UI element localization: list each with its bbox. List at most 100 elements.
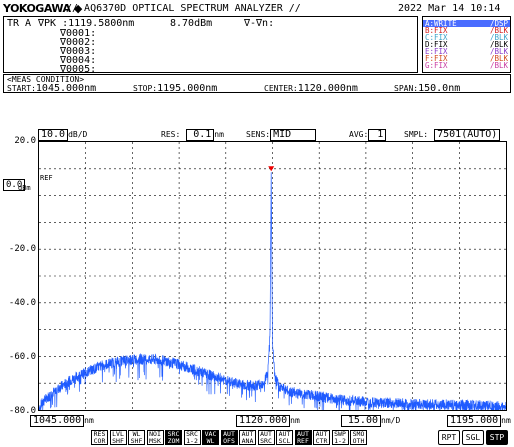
softkey-line1: WL (132, 430, 141, 438)
x-center-label[interactable]: 1120.000 nm (236, 415, 300, 427)
softkey-aut-ref[interactable]: AUT REF (294, 430, 312, 445)
softkey-line2: CTR (315, 437, 328, 445)
trace-status-row[interactable]: F:FIX/BLK (423, 54, 510, 63)
softkey-line2: REF (297, 437, 309, 445)
peak-level-readout: 8.70dBm (170, 18, 213, 29)
trace-status-row[interactable]: D:FIX/BLK (423, 40, 510, 49)
softkey-src-1-2[interactable]: SRC 1-2 (183, 430, 201, 445)
trace-name: A:WRITE (425, 19, 457, 28)
softkey-line1: SRC (186, 430, 198, 438)
softkey-src-zom[interactable]: SRC ZOM (165, 430, 182, 445)
ref-label: REF (40, 174, 53, 182)
softkey-line2: MSK (149, 437, 161, 445)
scale-setting[interactable]: 10.0 dB/D (38, 129, 87, 141)
trace-name: E:FIX (425, 47, 448, 56)
y-tick-label: -60.0 (8, 352, 36, 362)
trace-state: /BLK (489, 54, 508, 63)
trace-status-row[interactable]: A:WRITE/DSP (423, 20, 510, 27)
y-tick-label: -80.0 (8, 406, 36, 416)
softkey-aut-src[interactable]: AUT SRC (257, 430, 275, 445)
trace-state: /BLK (489, 61, 508, 70)
trace-name: C:FIX (425, 33, 448, 42)
softkey-line2: SHF (112, 437, 124, 445)
x-stop-label[interactable]: 1195.000 nm (447, 415, 511, 427)
softkey-smo-oth[interactable]: SMO OTH (350, 430, 367, 445)
softkey-line2: SCL (278, 437, 291, 445)
softkey-line2: SHF (130, 437, 143, 445)
average-setting[interactable]: AVG: 1 (349, 129, 387, 141)
softkey-line1: AUT (278, 430, 291, 438)
trace-status-row[interactable]: B:FIX/BLK (423, 26, 510, 35)
trace-name: G:FIX (425, 61, 448, 70)
stop-wavelength[interactable]: STOP:1195.000nm (133, 83, 218, 94)
trace-status-row[interactable]: E:FIX/BLK (423, 47, 510, 56)
softkey-line1: RES (93, 430, 106, 438)
softkey-res-cor[interactable]: RES COR (91, 430, 108, 445)
ref-level[interactable]: 0.0 (3, 172, 26, 191)
softkey-line2: SRC (260, 437, 272, 445)
softkey-line2: OTH (352, 437, 365, 445)
softkey-noi-msk[interactable]: NOI MSK (146, 430, 164, 445)
softkey-line2: OFS (223, 437, 235, 445)
trace-state: /BLK (489, 47, 508, 56)
x-span-per-div[interactable]: 15.00 nm/D (341, 415, 400, 427)
trace-status-row[interactable]: G:FIX/BLK (423, 61, 510, 70)
softkey-aut-ana[interactable]: AUT ANA (239, 430, 256, 445)
softkey-aut-ofs[interactable]: AUT OFS (220, 430, 238, 445)
delta-marker-label: ∇-∇n: (244, 18, 275, 29)
marker-row: ∇0004: (60, 55, 97, 66)
softkey-line1: SMO (352, 430, 365, 438)
meas-condition-panel: <MEAS CONDITION> START:1045.000nm STOP:1… (3, 74, 511, 94)
resolution-setting[interactable]: RES: 0.1 nm (161, 129, 224, 141)
spectrum-plot[interactable] (38, 141, 507, 411)
softkey-vac-wl[interactable]: VAC WL (202, 430, 219, 445)
title-bar: YOKOGAWA ◆ // AQ6370D OPTICAL SPECTRUM A… (0, 0, 514, 16)
trace-state: /BLK (489, 26, 508, 35)
sweep-stp-button[interactable]: STP (486, 430, 508, 445)
softkey-aut-scl[interactable]: AUT SCL (276, 430, 293, 445)
softkey-line1: NOI (149, 430, 161, 438)
softkey-line2: WL (206, 437, 215, 445)
softkey-line1: AUT (315, 430, 328, 438)
y-tick-label: -20.0 (8, 244, 36, 254)
ref-unit: dBm (18, 184, 31, 192)
marker-panel: TR A ∇PK :1119.5800nm 8.70dBm ∇-∇n: ∇000… (3, 16, 418, 75)
sweep-sgl-button[interactable]: SGL (462, 430, 484, 445)
softkey-line1: SRC (167, 430, 180, 438)
softkey-line2: COR (93, 437, 106, 445)
marker-row: ∇0003: (60, 46, 97, 57)
trace-name: B:FIX (425, 26, 448, 35)
brand-logo: YOKOGAWA ◆ (3, 2, 82, 15)
center-wavelength[interactable]: CENTER:1120.000nm (264, 83, 358, 94)
softkey-line1: LVL (112, 430, 124, 438)
trace-indicator: TR A (7, 18, 32, 29)
softkey-lvl-shf[interactable]: LVL SHF (109, 430, 127, 445)
sensitivity-setting[interactable]: SENS: MID (246, 129, 317, 141)
softkey-line2: ANA (241, 437, 254, 445)
x-start-label[interactable]: 1045.000 nm (30, 415, 94, 427)
softkey-wl-shf[interactable]: WL SHF (128, 430, 145, 445)
peak-marker-readout: ∇PK :1119.5800nm (38, 18, 135, 29)
datetime: 2022 Mar 14 10:14 (398, 3, 501, 14)
meas-condition-header: <MEAS CONDITION> (7, 75, 85, 84)
trace-state: /BLK (489, 33, 508, 42)
softkey-aut-ctr[interactable]: AUT CTR (313, 430, 330, 445)
trace-state: /BLK (489, 40, 508, 49)
softkey-line1: AUT (223, 430, 235, 438)
trace-status-panel: A:WRITE/DSP B:FIX/BLK C:FIX/BLK D:FIX/BLK E:… (422, 16, 511, 73)
sweep-rpt-button[interactable]: RPT (438, 430, 460, 445)
span-wavelength[interactable]: SPAN:150.0nm (394, 83, 461, 94)
sampling-setting[interactable]: SMPL: 7501(AUTO) (404, 129, 501, 141)
softkey-line1: AUT (260, 430, 272, 438)
softkey-line1: AUT (297, 430, 309, 438)
softkey-line2: ZOM (167, 437, 180, 445)
softkey-line1: SWP (334, 430, 346, 438)
marker-row: ∇0002: (60, 37, 97, 48)
trace-status-row[interactable]: C:FIX/BLK (423, 33, 510, 42)
y-tick-label: -40.0 (8, 298, 36, 308)
softkey-swp-1-2[interactable]: SWP 1-2 (331, 430, 349, 445)
marker-row: ∇0001: (60, 28, 97, 39)
trace-name: D:FIX (425, 40, 448, 49)
start-wavelength[interactable]: START:1045.000nm (7, 83, 97, 94)
spectrum-trace (39, 172, 506, 410)
